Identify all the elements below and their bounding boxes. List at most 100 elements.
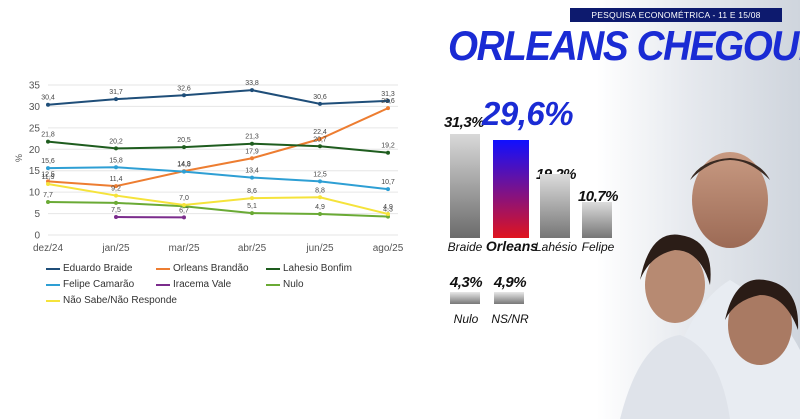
data-point <box>46 166 50 171</box>
bar-braide-fill <box>450 134 480 238</box>
y-tick-label: 10 <box>29 188 41 199</box>
data-point <box>46 182 50 186</box>
y-tick-label: 20 <box>29 145 41 156</box>
series-line <box>47 107 389 188</box>
data-label: 15,8 <box>109 157 123 164</box>
data-label: 13,4 <box>245 168 259 175</box>
candidate-photo <box>620 152 800 419</box>
legend-swatch <box>156 283 170 286</box>
data-point <box>250 156 254 161</box>
data-label: 22,4 <box>313 129 327 136</box>
pct-braide: 31,3% <box>444 114 485 131</box>
line-chart-panel: 0 5 10 15 20 25 30 35% dez/24 jan/25 mar/25 abr/25 j… <box>14 80 404 306</box>
y-tick-label: 15 <box>29 166 41 177</box>
data-label: 29,6 <box>381 98 395 105</box>
data-label: 8,8 <box>315 187 325 194</box>
pct-nulo: 4,3% <box>449 274 483 291</box>
y-tick-label: 25 <box>29 123 41 134</box>
data-label: 6,7 <box>179 207 189 214</box>
legend-label: Lahesio Bonfim <box>283 263 352 274</box>
data-point <box>250 196 254 201</box>
pct-orleans: 29,6% <box>482 95 574 132</box>
data-label: 5,1 <box>247 203 257 210</box>
survey-banner: PESQUISA ECONOMÉTRICA - 11 E 15/08 <box>570 8 782 22</box>
legend-label: Nulo <box>283 279 304 290</box>
name-braide: Braide <box>447 240 483 254</box>
legend-swatch <box>46 283 60 286</box>
name-lahesio: Lahésio <box>534 240 578 254</box>
data-point <box>386 150 390 155</box>
y-tick-label: 0 <box>34 231 40 242</box>
data-point <box>318 195 322 200</box>
data-point <box>318 212 322 216</box>
data-point <box>250 175 254 180</box>
data-label: 19,2 <box>381 143 395 150</box>
data-point <box>114 193 118 198</box>
data-point <box>386 187 390 192</box>
data-label: 14,9 <box>177 161 191 168</box>
data-point <box>182 145 186 150</box>
name-orleans: Orleans <box>485 238 539 254</box>
data-label: 21,3 <box>245 134 259 141</box>
data-point <box>114 200 118 205</box>
data-point <box>46 102 50 107</box>
data-point <box>318 179 322 184</box>
data-label: 32,6 <box>177 85 191 92</box>
legend-swatch <box>46 299 60 302</box>
pct-nsnr: 4,9% <box>493 274 527 291</box>
x-tick-label: abr/25 <box>238 243 267 254</box>
bar-orleans-fill <box>493 139 529 238</box>
data-label: 10,7 <box>381 179 395 186</box>
bar-nsnr-fill <box>494 292 524 304</box>
data-label: 21,8 <box>41 132 55 139</box>
data-point <box>114 97 118 102</box>
data-label: 8,6 <box>247 188 257 195</box>
x-tick-label: jun/25 <box>305 243 334 254</box>
legend-label: Felipe Camarão <box>63 279 135 290</box>
data-label: 31,3 <box>381 91 395 98</box>
legend-label: Iracema Vale <box>173 279 232 290</box>
legend-label: Eduardo Braide <box>63 263 133 274</box>
data-label: 12,5 <box>41 171 55 178</box>
x-tick-label: mar/25 <box>168 243 200 254</box>
y-axis-label: % <box>14 154 24 162</box>
data-label: 17,9 <box>245 148 259 155</box>
data-point <box>318 144 322 149</box>
data-label: 7,7 <box>43 192 53 199</box>
data-label: 4,9 <box>383 204 393 211</box>
data-point <box>318 137 322 141</box>
data-label: 30,4 <box>41 95 55 102</box>
bar-nulo-fill <box>450 292 480 304</box>
y-tick-label: 35 <box>29 81 41 92</box>
legend-swatch <box>266 283 280 286</box>
name-nsnr: NS/NR <box>491 312 529 326</box>
bar-lahesio-fill <box>540 174 570 238</box>
series-line <box>47 201 389 218</box>
data-point <box>114 146 118 151</box>
headline: ORLEANS CHEGOU! <box>448 22 800 69</box>
data-point <box>386 98 390 103</box>
legend-label: Não Sabe/Não Responde <box>63 295 177 306</box>
data-label: 15,6 <box>41 158 55 165</box>
data-label: 9,2 <box>111 186 121 193</box>
data-point <box>250 88 254 93</box>
legend-item: Orleans Brandão <box>156 263 249 274</box>
data-label: 20,7 <box>313 136 327 143</box>
data-label: 7,5 <box>111 207 121 214</box>
data-point <box>114 184 118 189</box>
legend-item: Lahesio Bonfim <box>266 263 352 274</box>
data-point <box>114 165 118 170</box>
data-point <box>46 200 50 204</box>
data-point <box>386 212 390 216</box>
data-label: 20,2 <box>109 138 123 145</box>
series-line <box>47 89 389 106</box>
data-label: 11,9 <box>41 174 54 181</box>
data-label: 7,0 <box>179 195 189 202</box>
data-point <box>182 93 186 98</box>
legend-swatch <box>156 267 170 270</box>
series-line <box>47 183 389 215</box>
legend-item: Eduardo Braide <box>46 263 133 274</box>
line-chart: 0 5 10 15 20 25 30 35% dez/24 jan/25 mar/25 abr/25 j… <box>14 80 404 254</box>
x-tick-label: dez/24 <box>33 243 63 254</box>
data-point <box>182 215 186 220</box>
